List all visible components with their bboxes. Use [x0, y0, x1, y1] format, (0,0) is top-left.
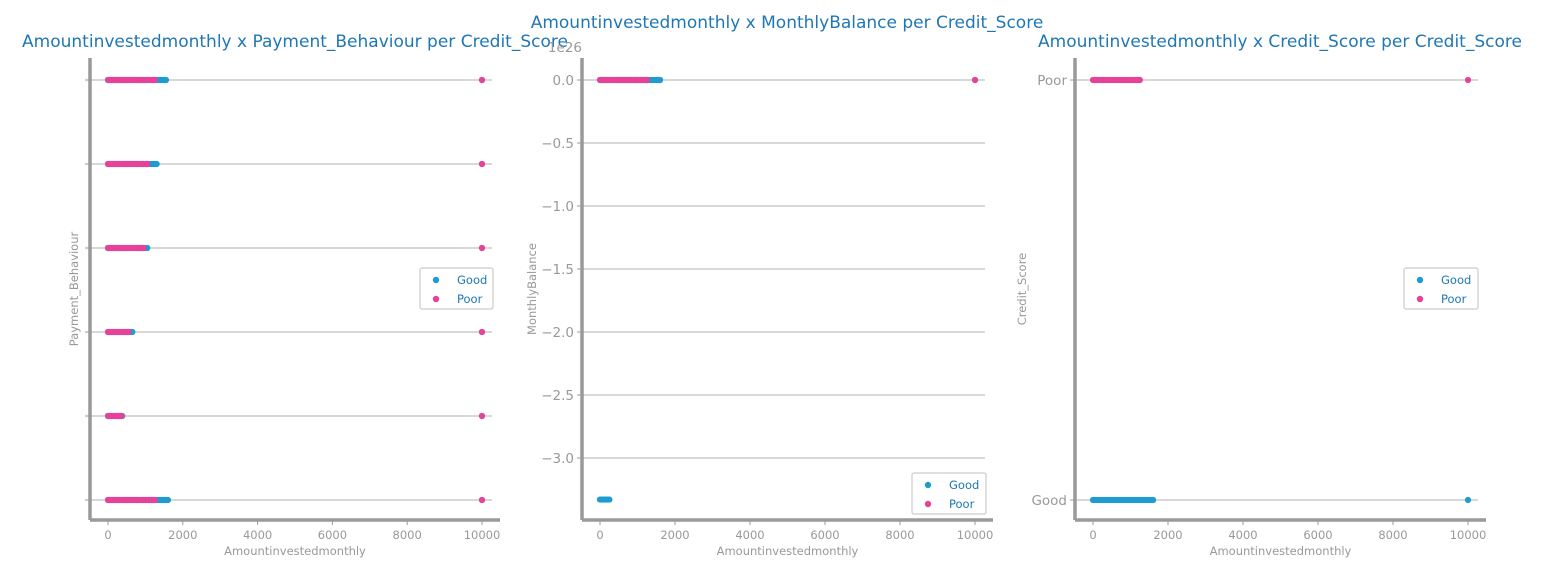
- x-tick-label: 10000: [464, 528, 501, 542]
- legend-marker-good: [924, 481, 932, 489]
- series-good: [1089, 496, 1472, 504]
- data-point: [1149, 496, 1157, 504]
- y-tick-label: −3.0: [541, 451, 574, 467]
- legend-label: Poor: [949, 497, 975, 511]
- data-point: [656, 76, 664, 84]
- x-tick-label: 10000: [1450, 528, 1487, 542]
- data-point: [478, 244, 486, 252]
- x-tick-label: 0: [104, 528, 111, 542]
- data-point: [478, 160, 486, 168]
- legend: Good Poor: [911, 472, 987, 515]
- y-offset-label: 1e26: [548, 40, 582, 56]
- series-good: [596, 76, 979, 503]
- data-point: [118, 412, 125, 420]
- legend: Good Poor: [1403, 267, 1479, 310]
- data-point: [478, 496, 486, 504]
- data-point: [125, 328, 132, 336]
- chart-title: Amountinvestedmonthly x Payment_Behaviou…: [22, 32, 568, 52]
- x-axis-label: Amountinvestedmonthly: [1210, 544, 1352, 558]
- x-tick-label: 4000: [1228, 528, 1257, 542]
- data-point: [144, 160, 151, 168]
- y-tick-label: −2.0: [541, 325, 574, 341]
- data-point: [1136, 76, 1143, 84]
- legend: Good Poor: [419, 267, 494, 310]
- y-axis-label: Payment_Behaviour: [67, 232, 81, 347]
- series-poor: [596, 76, 979, 84]
- data-point: [1464, 76, 1472, 84]
- y-tick-label: −1.0: [541, 199, 574, 215]
- y-tick-label: −1.5: [541, 262, 574, 278]
- data-point: [971, 76, 979, 84]
- legend-label: Good: [457, 273, 487, 287]
- x-tick-label: 2000: [660, 528, 689, 542]
- legend-label: Good: [1441, 273, 1471, 287]
- legend-marker-good: [1416, 276, 1424, 284]
- chart-title: Amountinvestedmonthly x Credit_Score per…: [1038, 32, 1522, 52]
- data-point: [478, 328, 486, 336]
- data-point: [1464, 496, 1472, 504]
- x-tick-label: 2000: [1153, 528, 1182, 542]
- y-tick-label: 0.0: [553, 73, 574, 89]
- x-axis-label: Amountinvestedmonthly: [717, 544, 859, 558]
- data-point: [164, 496, 171, 504]
- legend-marker-poor: [1416, 295, 1424, 303]
- y-axis-label: MonthlyBalance: [525, 243, 539, 335]
- data-point: [478, 412, 486, 420]
- x-tick-label: 4000: [735, 528, 764, 542]
- legend-marker-poor: [432, 295, 440, 303]
- x-tick-label: 2000: [168, 528, 197, 542]
- x-tick-label: 8000: [1378, 528, 1407, 542]
- chart-panel-1: 0 2000 4000 6000 8000 10000 Amountinvestedmont…: [22, 32, 568, 558]
- data-point: [643, 76, 650, 84]
- chart-panel-2: 0 2000 4000 6000 8000 10000 0.0 −0.5 −1.0 −1.5 −2.…: [525, 13, 1043, 558]
- data-point: [606, 496, 613, 503]
- x-tick-label: 6000: [1303, 528, 1332, 542]
- legend-marker-good: [432, 276, 440, 284]
- x-axis-label: Amountinvestedmonthly: [224, 544, 366, 558]
- data-point: [478, 76, 486, 84]
- y-tick-label: −0.5: [541, 136, 574, 152]
- x-tick-label: 10000: [957, 528, 994, 542]
- y-tick-label: −2.5: [541, 388, 574, 404]
- chart-panel-3: 0 2000 4000 6000 8000 10000 Good Poor Amountinve…: [1015, 32, 1522, 558]
- x-tick-label: 6000: [810, 528, 839, 542]
- series-poor: [104, 76, 486, 504]
- data-point: [162, 76, 170, 84]
- y-tick-label: Poor: [1037, 73, 1067, 89]
- y-axis-label: Credit_Score: [1015, 253, 1029, 326]
- legend-label: Poor: [1441, 292, 1467, 306]
- legend-marker-poor: [924, 500, 932, 508]
- chart-title: Amountinvestedmonthly x MonthlyBalance p…: [531, 13, 1044, 33]
- legend-label: Good: [949, 478, 979, 492]
- x-tick-label: 4000: [243, 528, 272, 542]
- x-tick-label: 8000: [393, 528, 422, 542]
- data-point: [151, 76, 158, 84]
- y-tick-label: Good: [1031, 493, 1067, 509]
- data-point: [153, 160, 160, 168]
- data-point: [140, 244, 147, 252]
- data-point: [151, 496, 158, 504]
- legend-label: Poor: [457, 292, 483, 306]
- x-tick-label: 6000: [318, 528, 347, 542]
- series-poor: [1089, 76, 1472, 84]
- x-tick-label: 0: [596, 528, 603, 542]
- x-tick-label: 0: [1089, 528, 1096, 542]
- x-tick-label: 8000: [885, 528, 914, 542]
